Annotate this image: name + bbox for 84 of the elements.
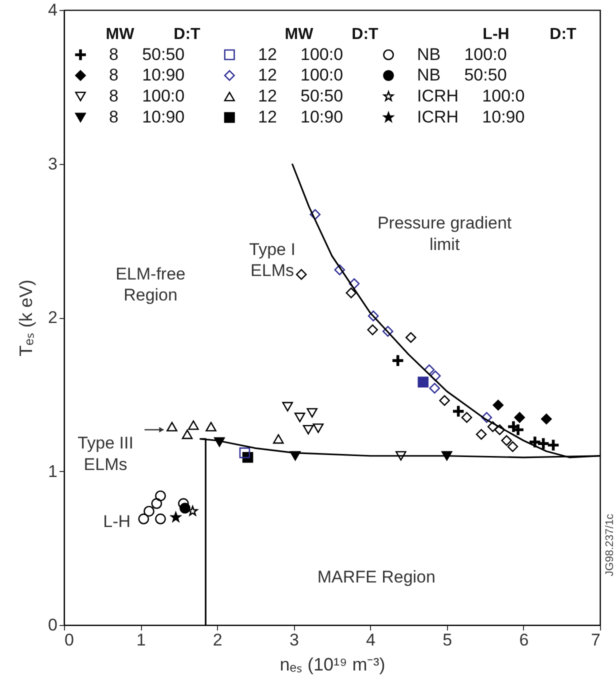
point [306, 408, 318, 418]
annotation: MW [106, 26, 136, 43]
annotation: D:T [174, 26, 201, 43]
point [452, 406, 464, 417]
point [170, 512, 181, 522]
legend-label: 12 10:90 [258, 108, 344, 126]
legend-label: 8 100:0 [109, 86, 185, 106]
legend-label: 8 50:50 [109, 44, 185, 64]
x-tick-label: 1 [136, 630, 146, 650]
y-tick-label: 0 [48, 616, 58, 634]
point [346, 288, 357, 298]
legend-label: NB 50:50 [417, 66, 507, 84]
text: JG98.237/1c [604, 513, 616, 576]
x-axis-title: nₑₛ (10¹⁹ m⁻³) [280, 654, 386, 674]
x-tick-label: 7 [591, 630, 600, 650]
point [273, 434, 284, 444]
point [367, 324, 378, 336]
point [501, 435, 512, 446]
y-axis-title: Tₑₛ (k eV) [16, 280, 36, 356]
point [368, 310, 379, 322]
annotation: Type I ELMs [249, 240, 296, 280]
point [302, 424, 314, 434]
point [206, 422, 216, 432]
point [178, 498, 189, 509]
point [538, 438, 549, 449]
annotation: L-H [103, 512, 131, 531]
legend-label: ICRH 10:90 [417, 108, 525, 126]
point [334, 264, 346, 276]
point [461, 412, 472, 423]
y-tick-label: 2 [48, 308, 58, 327]
point [151, 498, 162, 509]
x-tick-label: 0 [64, 630, 74, 650]
annotation: D:T [352, 26, 379, 43]
x-tick-label: 6 [519, 630, 529, 650]
y-tick-label: 4 [48, 0, 58, 20]
annotation: MW [284, 26, 314, 43]
legend-label: NB 100:0 [417, 44, 507, 64]
point [530, 436, 540, 448]
point [155, 490, 166, 502]
x-tick-label: 2 [212, 630, 222, 650]
point [382, 326, 394, 337]
annotation: MARFE Region [317, 567, 436, 586]
point [188, 420, 199, 430]
legend-label: 12 50:50 [258, 86, 344, 106]
point [541, 414, 552, 424]
point [296, 269, 307, 280]
annotation: ELM-free Region [116, 264, 186, 305]
annotation: Type III ELMs [78, 434, 134, 474]
x-tick-label: 5 [442, 630, 452, 650]
point [476, 428, 487, 440]
point [507, 441, 518, 452]
legend-label: 8 10:90 [109, 108, 185, 126]
legend-label: 8 10:90 [109, 66, 185, 84]
annotation: Pressure gradient limit [377, 214, 512, 254]
point [514, 412, 525, 423]
point [138, 514, 150, 524]
y-tick-label: 1 [48, 462, 58, 481]
point [439, 395, 450, 406]
point [294, 412, 306, 422]
point [396, 451, 406, 461]
x-tick-label: 3 [289, 630, 299, 650]
point [494, 424, 506, 436]
annotation: D:T [550, 26, 577, 43]
point [312, 423, 324, 433]
legend-label: 12 100:0 [258, 44, 344, 64]
point [144, 506, 154, 517]
point [548, 440, 559, 451]
point [166, 422, 178, 432]
point [187, 506, 198, 516]
point [492, 400, 504, 411]
x-tick-label: 4 [366, 630, 376, 650]
point [282, 402, 293, 412]
annotation: L-H [482, 26, 510, 43]
point [429, 382, 440, 394]
point [392, 355, 404, 366]
point [239, 447, 250, 458]
point [487, 421, 498, 432]
point [155, 514, 166, 524]
point [182, 430, 193, 440]
y-tick-label: 3 [48, 154, 58, 174]
legend-label: ICRH 100:0 [417, 86, 525, 106]
point [481, 412, 492, 423]
point [405, 332, 416, 343]
legend-label: 12 100:0 [258, 66, 344, 84]
